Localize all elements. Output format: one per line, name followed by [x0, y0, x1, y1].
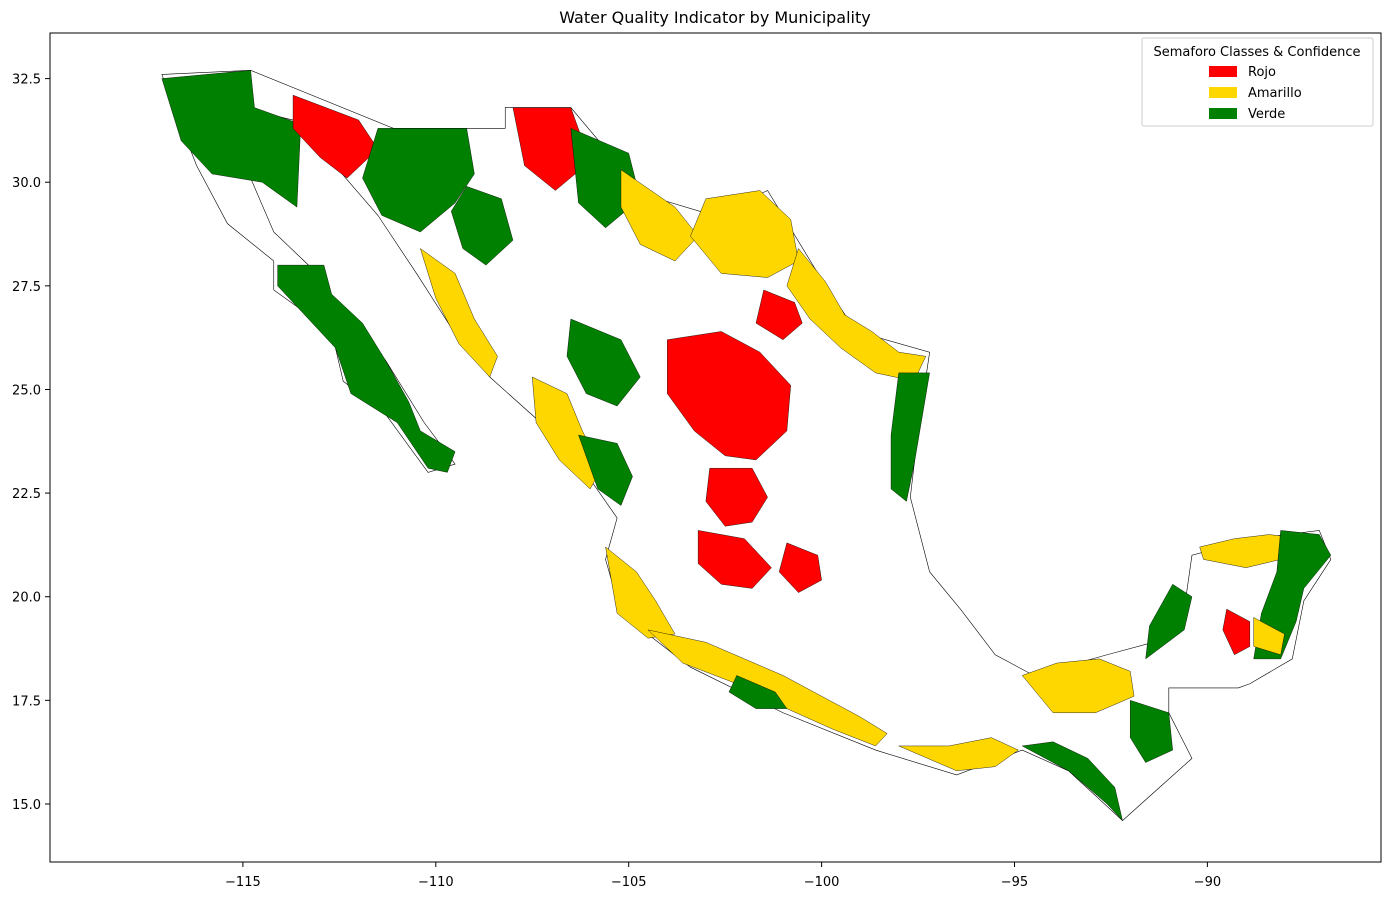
- municipality-region-amarillo: [690, 190, 799, 278]
- municipality-region-verde: [161, 70, 301, 208]
- municipality-region-verde: [362, 128, 475, 233]
- plot-frame: [49, 32, 1382, 863]
- y-tick-label: 17.5: [12, 694, 41, 709]
- municipality-region-rojo: [292, 94, 379, 179]
- municipality-region-amarillo: [620, 169, 699, 262]
- chart-title: Water Quality Indicator by Municipality: [559, 8, 871, 27]
- legend-label-rojo: Rojo: [1248, 65, 1276, 80]
- municipality-region-amarillo: [419, 248, 498, 378]
- municipality-region-verde: [1130, 700, 1173, 763]
- x-tick-label: −110: [418, 875, 454, 890]
- municipality-region-amarillo: [1021, 658, 1135, 713]
- municipality-region-rojo: [697, 530, 772, 589]
- municipality-region-verde: [566, 318, 641, 407]
- municipality-map: [161, 70, 1332, 822]
- legend-box: [1141, 37, 1374, 127]
- municipality-region-rojo: [1222, 608, 1251, 656]
- municipality-region-verde: [1145, 584, 1193, 660]
- legend-swatch-amarillo: [1209, 87, 1237, 98]
- axes-frame: [49, 32, 1382, 863]
- municipality-region-amarillo: [1253, 617, 1285, 656]
- legend-swatch-rojo: [1209, 66, 1237, 77]
- x-tick-label: −90: [1194, 875, 1221, 890]
- municipality-region-rojo: [755, 289, 803, 340]
- municipality-region-rojo: [667, 331, 791, 461]
- municipality-region-verde: [277, 264, 456, 473]
- y-tick-label: 25.0: [12, 383, 41, 398]
- municipality-region-verde: [1253, 530, 1332, 660]
- y-tick-label: 22.5: [12, 487, 41, 502]
- y-tick-label: 15.0: [12, 798, 41, 813]
- municipality-region-verde: [1021, 741, 1123, 822]
- municipality-region-rojo: [778, 542, 822, 593]
- legend-swatch-verde: [1209, 108, 1237, 119]
- x-tick-label: −105: [611, 875, 647, 890]
- municipality-region-rojo: [705, 468, 768, 527]
- y-tick-label: 27.5: [12, 280, 41, 295]
- legend-label-verde: Verde: [1248, 107, 1285, 122]
- legend-label-amarillo: Amarillo: [1248, 86, 1302, 101]
- municipality-region-verde: [890, 372, 930, 502]
- y-tick-label: 32.5: [12, 73, 41, 88]
- y-tick-label: 30.0: [12, 176, 41, 191]
- municipality-region-verde: [578, 434, 633, 506]
- x-tick-label: −100: [804, 875, 840, 890]
- municipality-region-verde: [728, 675, 788, 709]
- legend-title: Semaforo Classes & Confidence: [1153, 45, 1360, 60]
- x-axis: −115 −110 −105 −100 −95 −90: [225, 862, 1221, 890]
- municipality-region-amarillo: [786, 248, 927, 382]
- y-tick-label: 20.0: [12, 591, 41, 606]
- legend: Semaforo Classes & Confidence Rojo Amaril…: [1141, 37, 1374, 127]
- municipality-region-amarillo: [898, 737, 1019, 772]
- x-tick-label: −115: [225, 875, 261, 890]
- legend-entries: Rojo Amarillo Verde: [1209, 65, 1302, 122]
- municipality-region-verde: [451, 186, 514, 266]
- y-axis: 15.0 17.5 20.0 22.5 25.0 27.5 30.0 32.5: [12, 73, 50, 813]
- x-tick-label: −95: [1001, 875, 1028, 890]
- municipality-region-amarillo: [605, 546, 676, 639]
